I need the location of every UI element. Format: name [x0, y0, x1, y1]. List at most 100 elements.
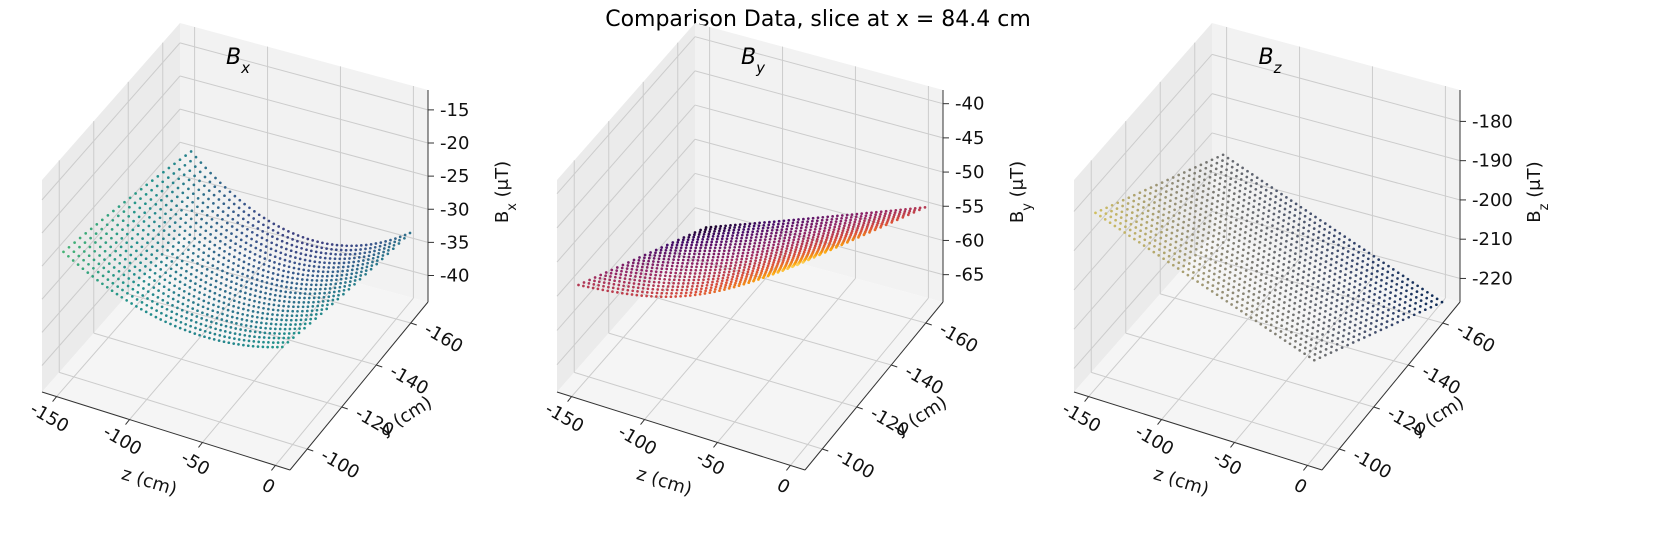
data-point — [289, 318, 293, 322]
data-point — [1247, 202, 1251, 205]
data-point — [273, 332, 276, 335]
data-point — [740, 254, 744, 258]
data-point — [1239, 221, 1243, 225]
data-point — [271, 341, 275, 344]
data-point — [314, 255, 317, 259]
data-point — [1308, 349, 1312, 353]
data-point — [729, 243, 732, 246]
data-point — [767, 243, 771, 247]
data-point — [214, 176, 217, 180]
data-point — [1180, 194, 1183, 198]
data-point — [1294, 208, 1297, 212]
data-point — [1352, 291, 1356, 295]
data-point — [1258, 290, 1261, 294]
data-point — [208, 180, 212, 184]
data-point — [1392, 311, 1395, 315]
data-point — [1263, 288, 1267, 291]
data-point — [831, 230, 835, 234]
data-point — [155, 193, 158, 197]
data-point — [162, 292, 165, 295]
data-point — [1384, 287, 1388, 291]
data-point — [791, 241, 795, 244]
data-point — [663, 274, 667, 278]
data-point — [91, 275, 95, 278]
data-point — [745, 275, 748, 278]
data-point — [1162, 251, 1166, 255]
data-point — [192, 183, 196, 187]
data-point — [209, 225, 213, 229]
data-point — [893, 213, 896, 217]
data-point — [1153, 201, 1156, 204]
data-point — [1134, 226, 1138, 229]
data-point — [1240, 303, 1244, 307]
data-point — [1297, 223, 1301, 226]
data-point — [223, 290, 227, 293]
data-point — [1319, 218, 1322, 222]
data-point — [242, 338, 246, 342]
data-point — [1242, 198, 1246, 202]
data-point — [1305, 247, 1308, 250]
data-point — [116, 214, 120, 218]
data-point — [245, 319, 249, 322]
data-point — [288, 295, 292, 299]
data-point — [1396, 277, 1399, 280]
data-point — [709, 288, 712, 292]
data-point — [1287, 266, 1290, 270]
data-point — [216, 206, 220, 209]
data-point — [249, 244, 253, 247]
data-point — [1201, 277, 1205, 281]
data-point — [1115, 207, 1119, 210]
data-point — [1285, 196, 1288, 199]
data-point — [242, 260, 246, 264]
data-point — [222, 340, 226, 344]
data-point — [678, 275, 682, 278]
data-point — [1231, 159, 1235, 163]
data-point — [686, 240, 689, 244]
data-point — [178, 233, 181, 237]
data-point — [734, 239, 738, 243]
data-point — [610, 268, 614, 272]
data-point — [1235, 262, 1238, 266]
data-point — [1228, 276, 1231, 280]
data-point — [1171, 220, 1175, 223]
data-point — [262, 263, 266, 266]
data-point — [756, 268, 760, 272]
value-tick-label: -200 — [1472, 190, 1513, 211]
data-point — [1211, 196, 1215, 200]
data-point — [372, 253, 376, 257]
data-point — [646, 287, 650, 291]
data-point — [680, 288, 684, 292]
data-point — [1381, 311, 1385, 314]
data-point — [701, 281, 705, 285]
data-point — [1187, 174, 1191, 178]
data-point — [1248, 234, 1252, 238]
data-point — [1155, 221, 1159, 225]
data-point — [353, 282, 356, 286]
data-point — [166, 185, 169, 189]
data-point — [199, 278, 203, 282]
data-point — [282, 336, 286, 340]
data-point — [182, 289, 186, 293]
data-point — [1324, 260, 1328, 263]
data-point — [1226, 250, 1229, 253]
data-point — [381, 254, 385, 257]
data-point — [167, 166, 171, 170]
data-point — [1277, 215, 1281, 219]
data-point — [1347, 244, 1351, 248]
data-point — [1303, 352, 1306, 356]
data-point — [189, 217, 193, 221]
data-point — [204, 229, 208, 233]
data-point — [1337, 287, 1340, 291]
data-point — [205, 318, 208, 322]
data-point — [841, 229, 845, 232]
data-point — [861, 223, 865, 227]
data-point — [1285, 277, 1289, 281]
data-point — [380, 257, 384, 261]
data-point — [813, 230, 816, 234]
data-point — [781, 222, 785, 226]
data-point — [634, 275, 637, 278]
data-point — [1353, 279, 1357, 283]
data-point — [660, 267, 664, 271]
data-point — [737, 228, 741, 232]
data-point — [341, 265, 345, 269]
